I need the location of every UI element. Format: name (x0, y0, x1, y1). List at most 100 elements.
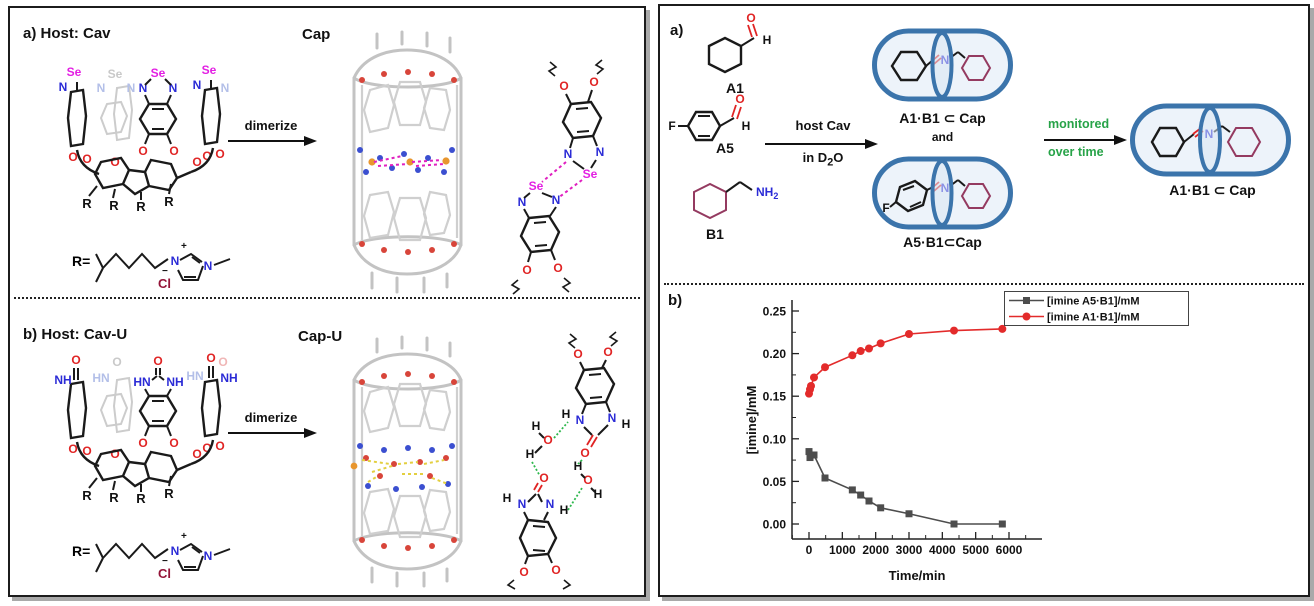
molecule-b1: NH2 (693, 181, 778, 220)
o-label: O (68, 150, 77, 164)
svg-text:0.00: 0.00 (763, 518, 787, 532)
reaction-arrow (765, 139, 878, 149)
r-label: R (109, 198, 119, 213)
svg-text:2000: 2000 (862, 543, 889, 557)
n-label: N (564, 147, 573, 161)
reaction-condition-top: host Cav (795, 118, 851, 133)
n-label: N (139, 81, 148, 95)
o-label: O (215, 147, 224, 161)
cav-structure: Se N N N Se N Se N Se N N O O O O O O O … (59, 63, 230, 214)
o-label: O (519, 565, 528, 579)
h-label: H (526, 447, 535, 461)
o-label: O (589, 75, 598, 89)
r-group-definition: R= N + − Cl N (72, 241, 231, 291)
se-label: Se (202, 63, 217, 77)
kinetics-chart: 0 1000 2000 3000 4000 5000 6000 0.00 0.05 0.10 0.1… (744, 291, 1189, 583)
f-label: F (882, 201, 889, 215)
o-label: O (71, 353, 80, 367)
h-label: H (763, 33, 772, 47)
se-label: Se (67, 65, 82, 79)
nh2-base: NH (756, 185, 773, 199)
se-n-interaction-diagram: O O N N Se Se N N O O (510, 59, 605, 295)
complex-a1b1-label: A1·B1 ⊂ Cap (899, 110, 986, 126)
nh-label: NH (166, 375, 183, 389)
r-label: R (82, 488, 92, 503)
ghost-o-label: O (112, 355, 121, 369)
svg-text:3000: 3000 (896, 543, 923, 557)
h-label: H (622, 417, 631, 431)
n-label: N (576, 413, 585, 427)
n-label: N (552, 193, 561, 207)
complex-a5b1-label: A5·B1⊂Cap (903, 234, 982, 250)
cav-u-structure: O HN HN O O NH O NH O HN NH O O O O O (54, 351, 237, 506)
a5-label: A5 (716, 140, 734, 156)
r-label: R (164, 486, 174, 501)
capsule-product: N (1130, 103, 1291, 177)
se-label: Se (529, 179, 544, 193)
right-panel: a) O H A1 F O H A5 NH2 B1 host Cav in D2… (658, 4, 1310, 597)
h-label: H (503, 491, 512, 505)
svg-text:0.25: 0.25 (763, 305, 787, 319)
r-label: R (164, 194, 174, 209)
r-label: R (136, 491, 146, 506)
svg-text:0.10: 0.10 (763, 432, 787, 446)
svg-text:0.15: 0.15 (763, 390, 787, 404)
plus-charge: + (181, 241, 187, 252)
b1-label: B1 (706, 226, 724, 242)
ghost-n-label: N (221, 81, 230, 95)
h-label: H (560, 503, 569, 517)
f-label: F (668, 119, 675, 133)
hbond-interaction-diagram: O O H N N H O H O H H O H O H (503, 331, 631, 590)
svg-text:0: 0 (806, 543, 813, 557)
n-plus-label: N (171, 544, 180, 558)
h-label: H (742, 119, 751, 133)
svg-text:[imine A1·B1]/mM: [imine A1·B1]/mM (1047, 312, 1140, 324)
nh2-label: NH2 (756, 185, 778, 201)
r-equals-label: R= (72, 253, 90, 269)
h-label: H (532, 419, 541, 433)
d2o-sub: 2 (827, 156, 834, 169)
d2o-post: O (833, 150, 844, 165)
reaction-condition-bottom: in D2O (767, 150, 879, 169)
ghost-o-label: O (218, 355, 227, 369)
n-label: N (204, 549, 213, 563)
capsule-a5b1: F N (872, 156, 1013, 230)
o-label: O (580, 446, 589, 460)
o-label: O (192, 447, 201, 461)
o-label: O (215, 439, 224, 453)
monitor-label-line2: over time (1048, 145, 1104, 159)
minus-charge: − (162, 266, 168, 277)
o-label: O (82, 152, 91, 166)
o-label: O (539, 471, 548, 485)
molecule-a5: F O H (668, 92, 751, 142)
ghost-n-label: N (97, 81, 106, 95)
hn-label: HN (133, 375, 150, 389)
svg-text:Time/min: Time/min (889, 568, 946, 583)
ghost-se-label: Se (108, 67, 123, 81)
o-label: O (551, 563, 560, 577)
n-label: N (169, 81, 178, 95)
n-label: N (518, 497, 527, 511)
h-label: H (574, 459, 583, 473)
cap-3d-model (352, 30, 463, 294)
se-label: Se (583, 167, 598, 181)
chloride-label: Cl (158, 276, 171, 291)
o-label: O (202, 441, 211, 455)
right-section-a-label: a) (670, 22, 684, 39)
n-plus-label: N (171, 254, 180, 268)
o-label: O (522, 263, 531, 277)
left-panel: a) Host: Cav Cap Se N N N Se N Se N Se N… (8, 6, 646, 597)
o-label: O (138, 436, 147, 450)
n-label: N (608, 411, 617, 425)
svg-text:4000: 4000 (929, 543, 956, 557)
minus-charge: − (162, 556, 168, 567)
dimerize-label: dimerize (244, 410, 298, 425)
svg-text:[imine A5·B1]/mM: [imine A5·B1]/mM (1047, 296, 1140, 308)
right-section-b-label: b) (668, 292, 683, 309)
svg-text:[imine]/mM: [imine]/mM (744, 386, 759, 455)
o-label: O (110, 155, 119, 169)
h-label: H (594, 487, 603, 501)
molecule-a1: O H (707, 11, 772, 74)
svg-text:0.20: 0.20 (763, 347, 787, 361)
